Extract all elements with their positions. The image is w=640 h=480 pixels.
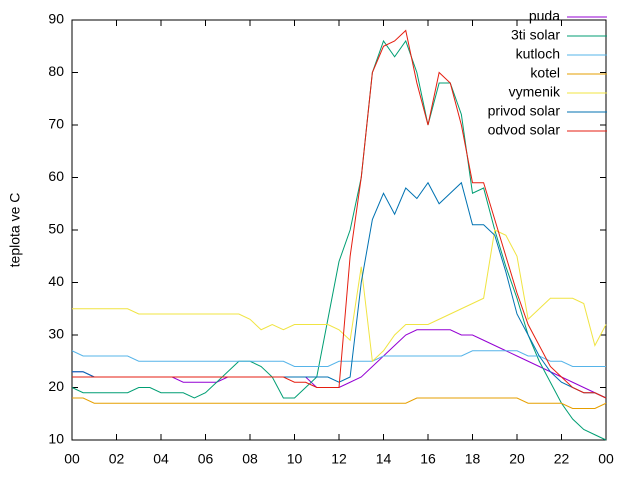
legend-label: kutloch xyxy=(516,46,560,62)
y-tick-label: 60 xyxy=(48,168,64,184)
legend-label: vymenik xyxy=(509,84,561,100)
legend-label: privod solar xyxy=(488,103,561,119)
y-tick-label: 40 xyxy=(48,273,64,289)
y-tick-label: 10 xyxy=(48,431,64,447)
y-axis-label: teplota ve C xyxy=(7,193,23,268)
x-tick-label: 14 xyxy=(376,451,392,467)
legend-label: puda xyxy=(529,8,560,24)
y-tick-label: 30 xyxy=(48,326,64,342)
series-line xyxy=(72,29,607,399)
legend-label: kotel xyxy=(530,65,560,81)
x-tick-label: 16 xyxy=(420,451,436,467)
x-tick-label: 08 xyxy=(242,451,258,467)
x-tick-label: 04 xyxy=(153,451,169,467)
y-tick-label: 80 xyxy=(48,63,64,79)
y-tick-label: 70 xyxy=(48,116,64,132)
x-tick-label: 00 xyxy=(64,451,80,467)
x-tick-label: 18 xyxy=(465,451,481,467)
x-tick-label: 02 xyxy=(109,451,125,467)
x-tick-label: 20 xyxy=(509,451,525,467)
y-tick-label: 20 xyxy=(48,378,64,394)
series-line xyxy=(71,39,607,441)
y-tick-label: 90 xyxy=(48,11,64,27)
x-tick-label: 10 xyxy=(287,451,303,467)
x-tick-label: 00 xyxy=(598,451,614,467)
legend-label: 3ti solar xyxy=(511,27,560,43)
x-tick-label: 22 xyxy=(554,451,570,467)
series-line xyxy=(71,350,606,367)
series-line xyxy=(72,229,607,363)
legend-label: odvod solar xyxy=(488,122,561,138)
x-tick-label: 12 xyxy=(331,451,347,467)
series-line xyxy=(72,181,607,399)
y-tick-label: 50 xyxy=(48,221,64,237)
x-tick-label: 06 xyxy=(198,451,214,467)
series-line xyxy=(72,397,607,409)
